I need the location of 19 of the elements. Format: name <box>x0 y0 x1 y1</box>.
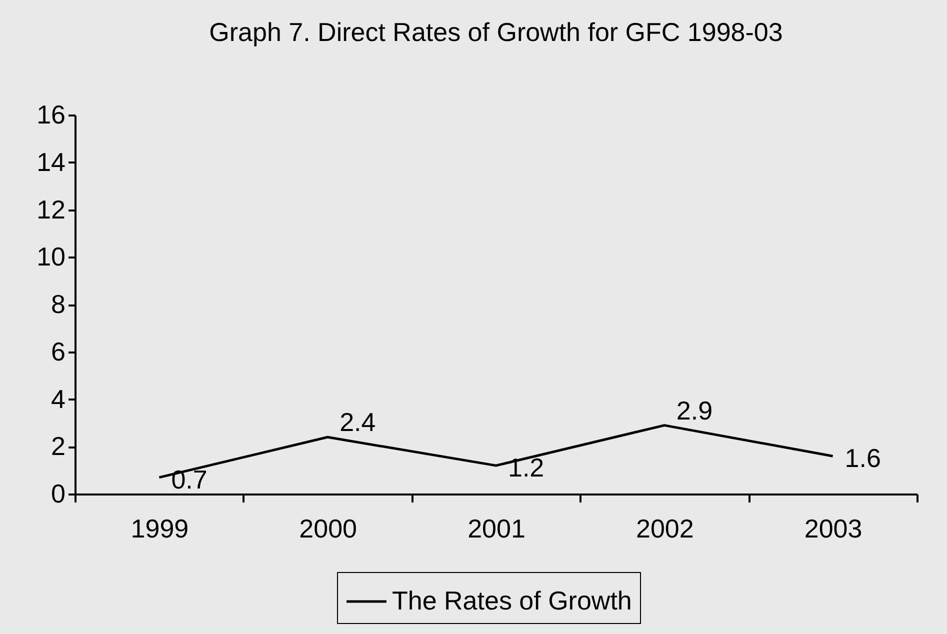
x-tick-label: 2003 <box>804 514 862 544</box>
data-label: 1.6 <box>844 443 881 474</box>
x-tick-label: 2000 <box>299 514 358 544</box>
y-tick-label: 8 <box>51 289 66 319</box>
x-tick-label: 2002 <box>636 514 694 544</box>
y-tick-label: 6 <box>51 336 66 366</box>
data-label: 2.9 <box>676 395 713 426</box>
y-tick-label: 2 <box>51 431 66 462</box>
y-tick-label: 4 <box>51 384 66 414</box>
chart-title: Graph 7. Direct Rates of Growth for GFC 1998-03 <box>209 17 783 47</box>
y-tick-label: 16 <box>36 100 66 130</box>
y-tick-label: 10 <box>36 242 66 272</box>
y-tick-label: 14 <box>36 146 66 177</box>
x-tick-label: 2001 <box>468 514 526 544</box>
data-label: 2.4 <box>340 407 376 438</box>
x-tick-label: 1999 <box>130 514 189 544</box>
legend-label: The Rates of Growth <box>392 586 632 616</box>
y-tick-label: 12 <box>36 194 66 224</box>
y-tick-label: 0 <box>51 478 66 508</box>
